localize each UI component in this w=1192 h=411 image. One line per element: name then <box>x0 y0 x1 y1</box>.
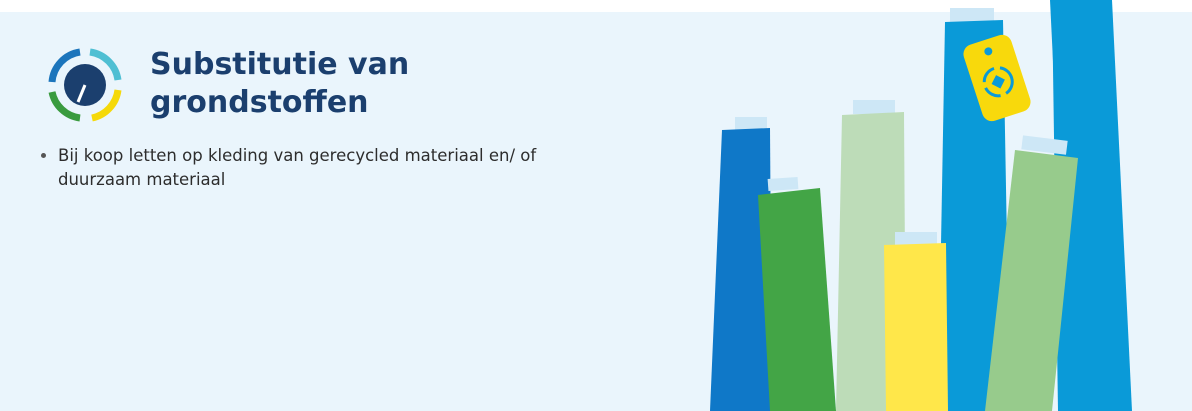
title-line: Substitutie van <box>150 47 410 82</box>
bullet-list: Bij koop letten op kleding van gerecycle… <box>34 144 598 192</box>
tubes <box>710 0 1132 411</box>
logo-mark <box>76 84 87 103</box>
title: Substitutie van grondstoffen <box>150 46 409 122</box>
logo-icon <box>48 48 122 122</box>
bullet: Bij koop letten op kleding van gerecycle… <box>58 144 598 192</box>
title-line: grondstoffen <box>150 85 369 120</box>
